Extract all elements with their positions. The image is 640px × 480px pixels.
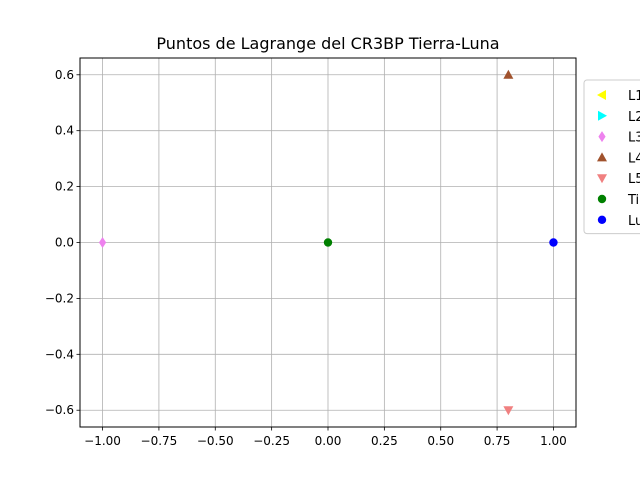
- point-ti: [323, 238, 333, 247]
- legend-label: L4: [628, 151, 640, 166]
- x-tick-label: 0.75: [484, 434, 511, 448]
- data-points: [98, 69, 558, 416]
- x-tick-label: −0.75: [141, 434, 178, 448]
- y-tick-label: 0.0: [55, 236, 74, 250]
- x-tick-label: −0.25: [253, 434, 290, 448]
- x-tick-label: 0.25: [371, 434, 398, 448]
- x-tick-label: 1.00: [540, 434, 567, 448]
- x-tick-label: 0.00: [315, 434, 342, 448]
- legend-marker-ti: [597, 194, 607, 204]
- x-tick-label: 0.50: [427, 434, 454, 448]
- legend-label: Ti: [627, 193, 639, 208]
- y-tick-label: 0.2: [55, 180, 74, 194]
- legend-label: Lu: [628, 214, 640, 229]
- legend-marker-lu: [597, 215, 607, 224]
- point-l5: [503, 406, 514, 416]
- point-l3: [98, 237, 107, 248]
- legend-marker-l1: [597, 90, 606, 100]
- y-tick-label: −0.4: [45, 347, 74, 361]
- y-tick-label: −0.6: [45, 403, 74, 417]
- legend-label: L1: [628, 89, 640, 104]
- legend-marker-l2: [598, 110, 607, 121]
- legend-marker-l4: [597, 152, 607, 162]
- chart-title: Puntos de Lagrange del CR3BP Tierra-Luna: [156, 34, 499, 53]
- legend-label: L5: [628, 172, 640, 187]
- axis-ticks: −1.00 −0.75 −0.50 −0.25 0.00 0.25 0.50 0.75 1.00…: [45, 68, 567, 448]
- point-l4: [503, 69, 514, 79]
- y-tick-label: 0.4: [55, 124, 74, 138]
- legend-label: L3: [628, 131, 640, 146]
- legend-marker-l5: [597, 174, 607, 184]
- y-tick-label: 0.6: [55, 68, 74, 82]
- legend: L1 L2 L3 L4 L5 Ti Lu: [583, 79, 640, 235]
- y-tick-label: −0.2: [45, 291, 74, 305]
- legend-marker-l3: [598, 131, 606, 143]
- x-tick-label: −0.50: [197, 434, 234, 448]
- legend-label: L2: [628, 110, 640, 125]
- point-lu: [549, 238, 558, 247]
- x-tick-label: −1.00: [84, 434, 121, 448]
